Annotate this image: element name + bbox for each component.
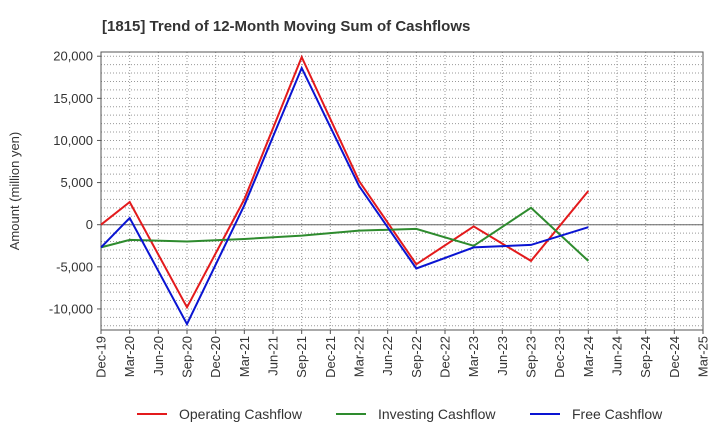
x-tick-label: Jun-20 xyxy=(151,336,166,376)
x-tick-label: Jun-22 xyxy=(380,336,395,376)
legend-label-free-cashflow: Free Cashflow xyxy=(572,406,663,422)
legend: Operating Cashflow Investing Cashflow Free… xyxy=(137,406,663,422)
x-tick-label: Mar-20 xyxy=(122,336,137,377)
x-tick-label: Dec-24 xyxy=(667,336,682,378)
x-tick-label: Mar-24 xyxy=(581,336,596,377)
x-tick-label: Mar-21 xyxy=(237,336,252,377)
y-tick-label: 10,000 xyxy=(53,133,93,148)
y-tick-label: -10,000 xyxy=(49,301,93,316)
x-tick-label: Mar-23 xyxy=(466,336,481,377)
y-tick-label: 0 xyxy=(86,217,93,232)
x-tick-label: Dec-20 xyxy=(208,336,223,378)
x-tick-label: Dec-23 xyxy=(552,336,567,378)
x-tick-label: Sep-23 xyxy=(524,336,539,378)
x-tick-label: Mar-22 xyxy=(352,336,367,377)
y-axis-label: Amount (million yen) xyxy=(7,132,22,251)
y-tick-label: -5,000 xyxy=(56,259,93,274)
x-tick-label: Dec-21 xyxy=(323,336,338,378)
chart-title: [1815] Trend of 12-Month Moving Sum of C… xyxy=(102,18,470,35)
x-tick-label: Jun-24 xyxy=(610,336,625,376)
series-line-operating-cashflow xyxy=(100,54,590,310)
series-line-investing-cashflow xyxy=(100,206,589,262)
plot-border xyxy=(100,51,704,331)
legend-label-operating-cashflow: Operating Cashflow xyxy=(179,406,303,422)
y-tick-label: 20,000 xyxy=(53,49,93,64)
x-tick-label: Sep-21 xyxy=(294,336,309,378)
x-tick-label: Sep-24 xyxy=(638,336,653,378)
series-line-free-cashflow xyxy=(100,65,589,327)
x-tick-label: Sep-22 xyxy=(409,336,424,378)
legend-label-investing-cashflow: Investing Cashflow xyxy=(378,406,496,422)
x-tick-label: Sep-20 xyxy=(180,336,195,378)
x-tick-label: Mar-25 xyxy=(696,336,711,377)
x-tick-label: Jun-23 xyxy=(495,336,510,376)
x-tick-label: Jun-21 xyxy=(266,336,281,376)
plot-area: -10,000 -5,000 0 5,000 10,000 15,000 20,000 Dec… xyxy=(49,49,711,378)
y-tick-label: 15,000 xyxy=(53,91,93,106)
y-tick-label: 5,000 xyxy=(60,175,93,190)
x-tick-label: Dec-19 xyxy=(94,336,109,378)
x-tick-label: Dec-22 xyxy=(438,336,453,378)
